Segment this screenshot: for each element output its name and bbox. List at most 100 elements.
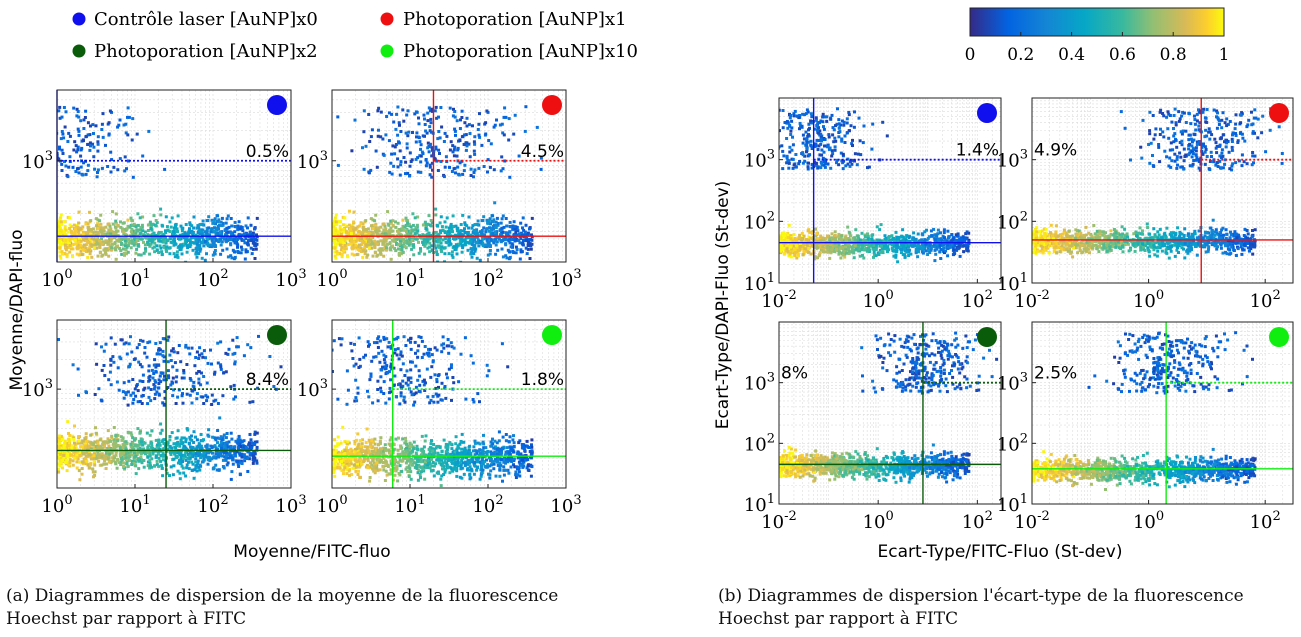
scatter-point — [77, 439, 81, 443]
scatter-point — [440, 350, 444, 354]
scatter-point — [129, 216, 133, 220]
scatter-point — [441, 238, 445, 242]
scatter-point — [493, 446, 497, 450]
scatter-point — [417, 251, 421, 255]
scatter-point — [233, 362, 237, 366]
scatter-point — [163, 396, 167, 400]
scatter-point — [194, 356, 198, 359]
scatter-point — [139, 455, 143, 459]
scatter-point — [59, 256, 63, 260]
scatter-point — [335, 250, 339, 254]
scatter-point — [247, 441, 251, 445]
scatter-point — [458, 161, 462, 165]
scatter-point — [161, 438, 165, 442]
scatter-point — [59, 213, 63, 217]
scatter-point — [188, 245, 192, 249]
scatter-point — [104, 467, 108, 470]
scatter-point — [205, 229, 209, 232]
scatter-point — [382, 380, 386, 384]
scatter-point — [367, 237, 371, 241]
scatter-point — [159, 207, 163, 211]
scatter-point — [224, 457, 228, 461]
scatter-point — [454, 264, 457, 267]
scatter-point — [493, 123, 497, 127]
scatter-point — [360, 235, 364, 239]
scatter-point — [502, 115, 506, 119]
scatter-point — [198, 463, 202, 467]
scatter-point — [152, 233, 155, 237]
scatter-point — [398, 173, 402, 177]
scatter-point — [460, 109, 464, 113]
scatter-point — [230, 437, 234, 441]
scatter-point — [207, 215, 211, 219]
scatter-point — [107, 132, 111, 136]
scatter-point — [142, 447, 146, 451]
scatter-point — [464, 243, 468, 247]
scatter-point — [443, 165, 447, 169]
scatter-point — [3, 111, 6, 114]
scatter-point — [376, 399, 380, 403]
scatter-point — [101, 112, 105, 116]
scatter-point — [108, 370, 112, 374]
scatter-point — [199, 383, 203, 387]
scatter-point — [75, 150, 79, 154]
scatter-point — [133, 454, 137, 458]
scatter-point — [406, 221, 410, 225]
scatter-point — [166, 443, 169, 447]
scatter-point — [210, 446, 214, 449]
scatter-point — [388, 170, 392, 174]
scatter-point — [178, 245, 181, 249]
scatter-point — [125, 167, 128, 171]
scatter-point — [450, 345, 454, 349]
scatter-point — [419, 170, 423, 174]
scatter-point — [490, 460, 494, 464]
scatter-point — [99, 251, 102, 255]
scatter-point — [189, 231, 193, 235]
scatter-point — [175, 436, 179, 440]
scatter-point — [66, 215, 70, 219]
scatter-point — [255, 461, 259, 465]
scatter-point — [138, 439, 142, 443]
scatter-point — [213, 372, 216, 376]
scatter-point — [352, 253, 356, 257]
scatter-point — [463, 163, 467, 167]
scatter-point — [407, 241, 411, 244]
scatter-point — [504, 115, 508, 119]
scatter-point — [180, 436, 184, 440]
scatter-point — [102, 226, 106, 230]
scatter-point — [371, 231, 375, 235]
scatter-points — [57, 334, 283, 482]
scatter-point — [21, 121, 24, 124]
scatter-point — [342, 468, 346, 472]
scatter-point — [539, 167, 543, 171]
scatter-point — [334, 236, 338, 240]
scatter-point — [68, 250, 72, 254]
scatter-point — [124, 341, 128, 345]
scatter-point — [214, 452, 218, 456]
scatter-point — [52, 129, 55, 132]
scatter-point — [100, 447, 104, 451]
scatter-point — [105, 232, 109, 236]
scatter-point — [221, 394, 225, 398]
scatter-point — [238, 473, 242, 477]
scatter-point — [119, 220, 122, 224]
colorbar-tick-label: 0.8 — [1160, 45, 1187, 65]
scatter-point — [84, 462, 88, 466]
scatter-point — [157, 464, 161, 468]
scatter-point — [104, 440, 108, 444]
scatter-point — [73, 238, 77, 242]
scatter-point — [436, 237, 440, 241]
scatter-point — [236, 345, 240, 349]
scatter-point — [513, 239, 517, 243]
scatter-point — [170, 446, 174, 450]
scatter-point — [438, 239, 442, 243]
scatter-point — [420, 236, 424, 240]
scatter-point — [494, 474, 498, 478]
scatter-point — [130, 460, 134, 463]
scatter-point — [361, 225, 365, 229]
scatter-point — [199, 444, 203, 448]
scatter-point — [227, 225, 231, 229]
scatter-point — [421, 240, 425, 244]
scatter-point — [79, 165, 83, 169]
scatter-point — [96, 222, 100, 226]
